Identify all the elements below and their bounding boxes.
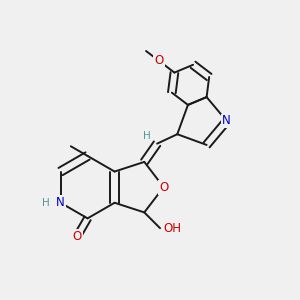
Text: N: N (222, 115, 231, 128)
Text: O: O (73, 230, 82, 243)
Text: O: O (154, 54, 164, 68)
Text: OH: OH (163, 222, 181, 235)
Text: H: H (42, 198, 50, 208)
Text: H: H (143, 131, 151, 142)
Text: O: O (159, 181, 168, 194)
Text: N: N (56, 196, 65, 209)
